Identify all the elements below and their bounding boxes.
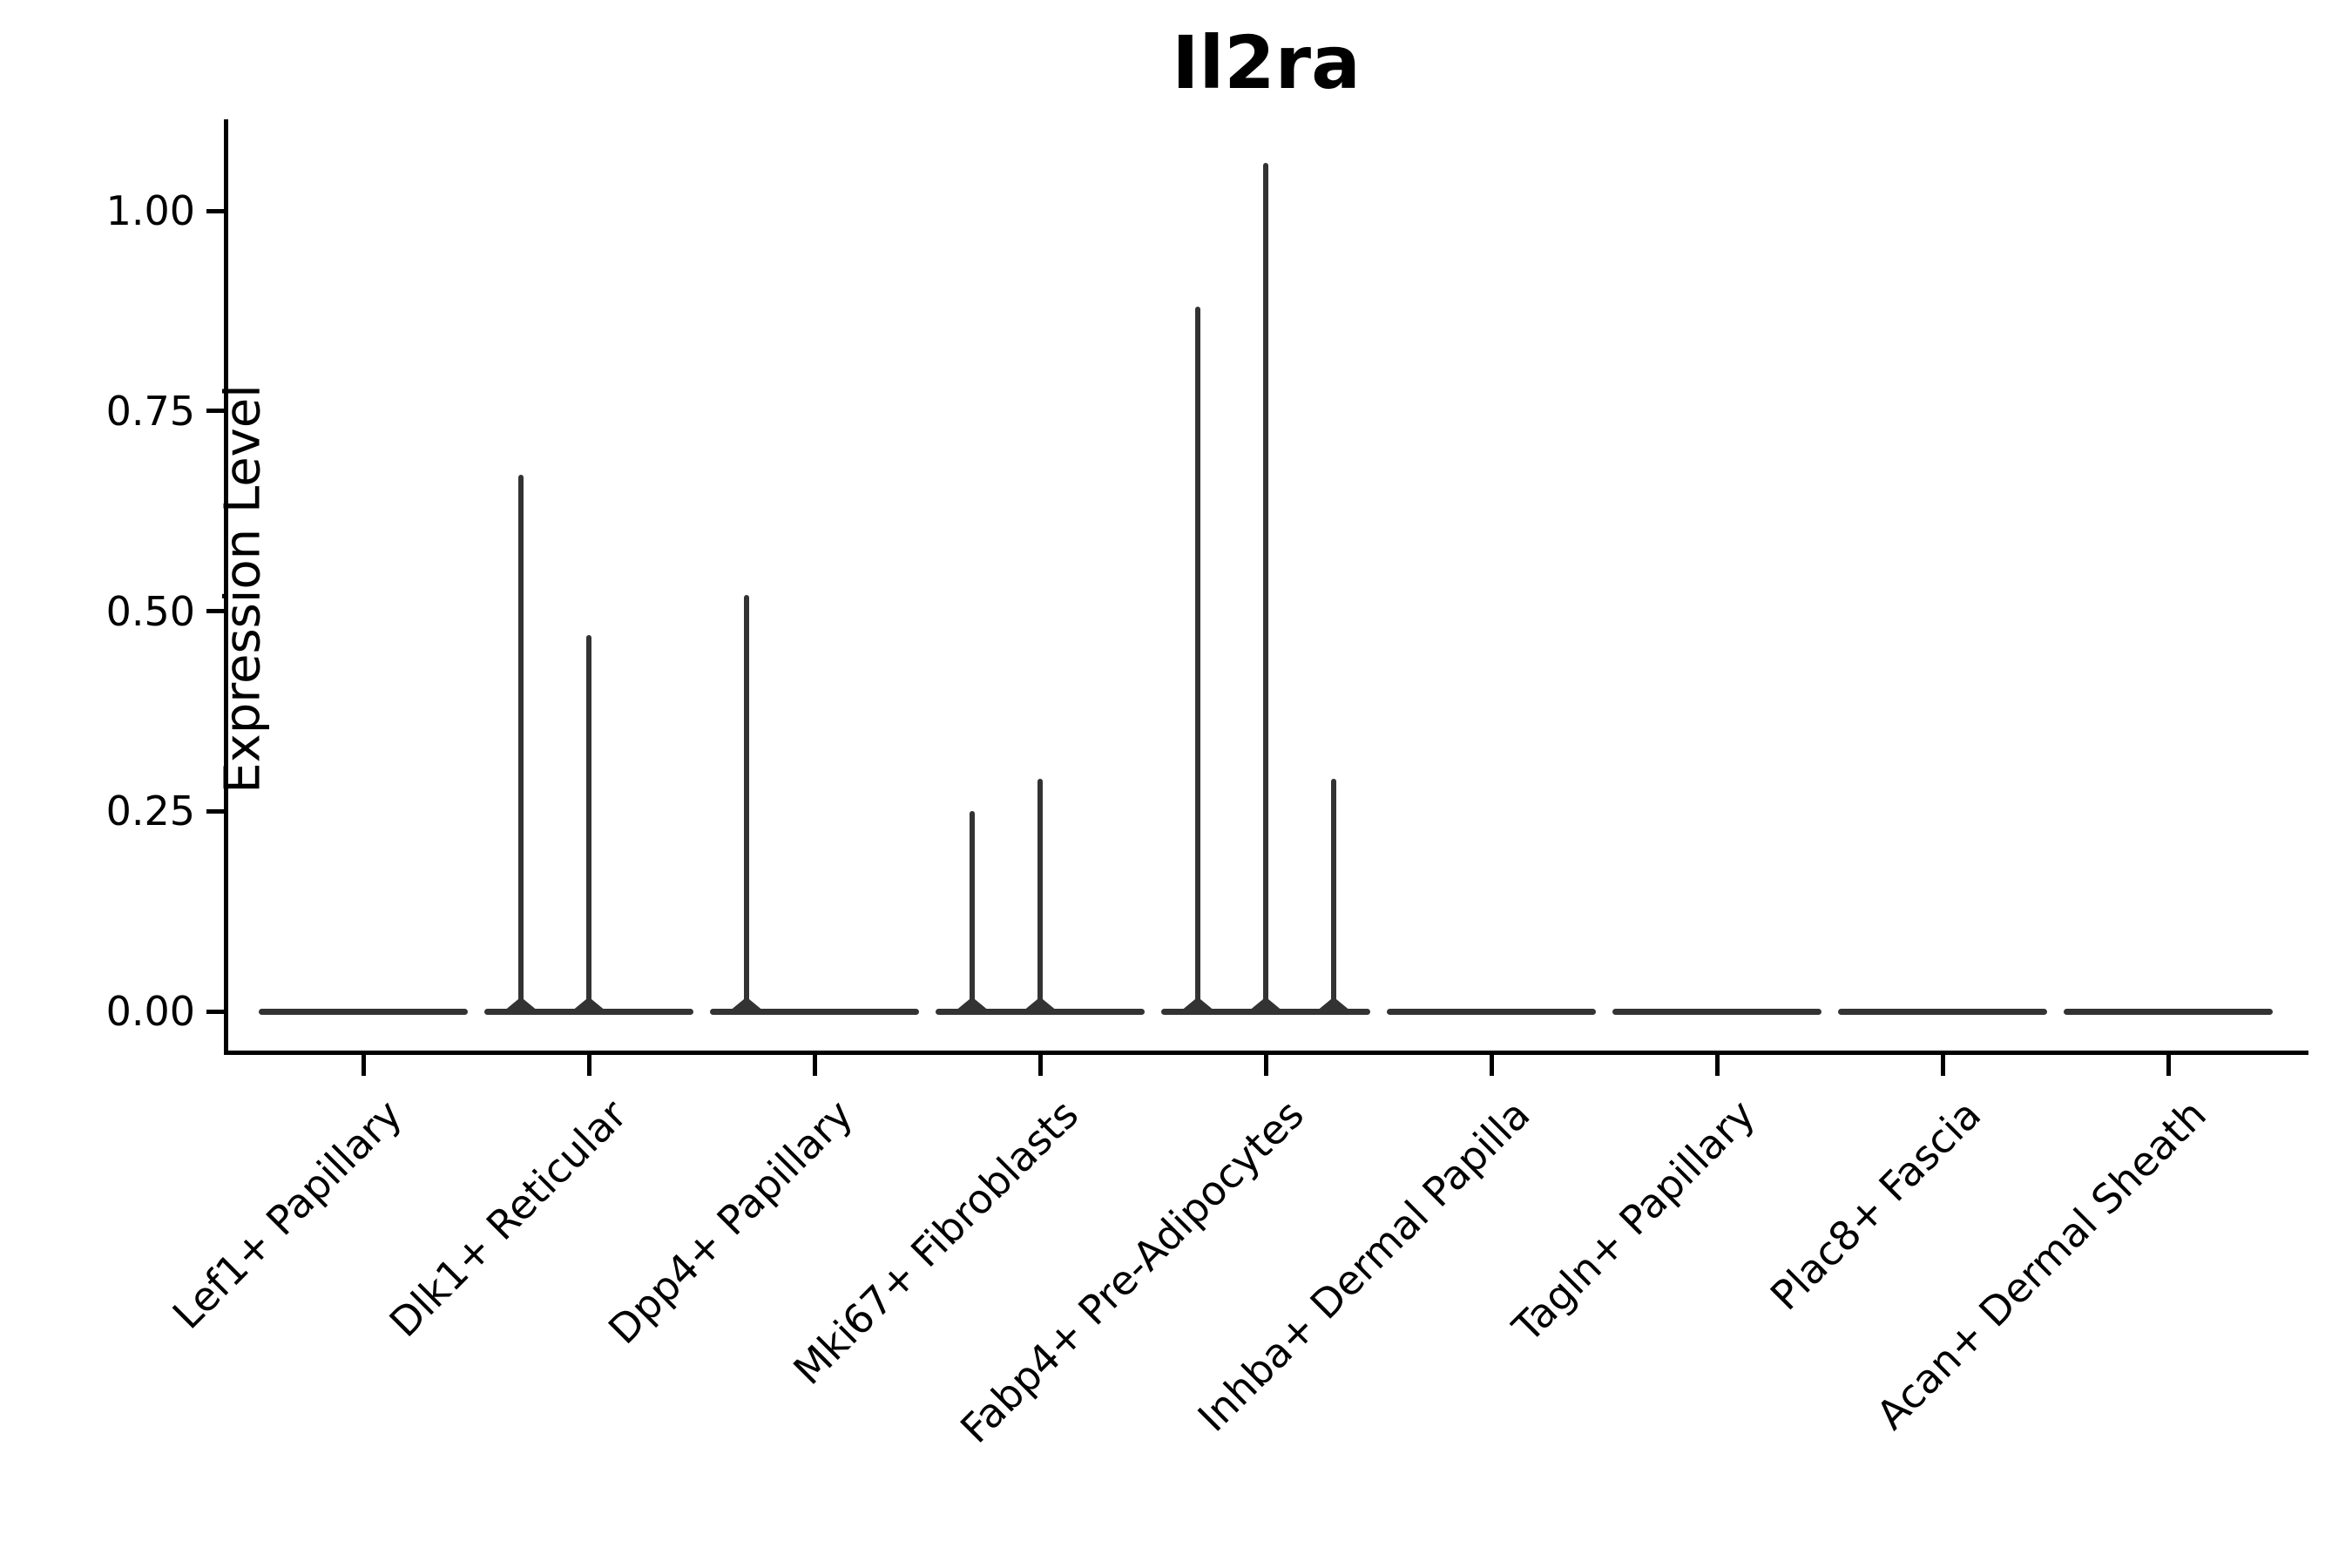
violin-flare — [571, 999, 606, 1011]
violin-flare — [1316, 999, 1351, 1011]
x-tick-label: Lef1+ Papillary — [163, 1091, 411, 1338]
violin-spike — [1331, 779, 1336, 1014]
violin-spike — [518, 475, 524, 1014]
violin-spike — [1263, 162, 1268, 1014]
x-tick — [1263, 1055, 1268, 1076]
violin-baseline — [1387, 1008, 1596, 1015]
y-tick-label: 0.50 — [105, 587, 195, 635]
violin-flare — [729, 999, 764, 1011]
x-tick — [812, 1055, 817, 1076]
x-tick-label: Dlk1+ Reticular — [380, 1091, 637, 1347]
x-tick — [1940, 1055, 1945, 1076]
violin-flare — [1023, 999, 1058, 1011]
violin-baseline — [710, 1008, 919, 1015]
violin-flare — [1248, 999, 1283, 1011]
y-tick — [206, 208, 224, 213]
violin-flare — [1180, 999, 1215, 1011]
x-tick-label: Plac8+ Fascia — [1761, 1091, 1990, 1320]
violin-flare — [504, 999, 538, 1011]
violin-spike — [1195, 307, 1200, 1014]
violin-spike — [586, 635, 591, 1014]
y-tick-label: 0.25 — [105, 787, 195, 835]
y-tick-label: 0.00 — [105, 988, 195, 1035]
y-tick-label: 1.00 — [105, 187, 195, 234]
x-tick-label: Tagln+ Papillary — [1504, 1091, 1765, 1351]
x-axis-spine — [224, 1051, 2308, 1055]
violin-spike — [970, 811, 975, 1014]
x-tick — [1037, 1055, 1043, 1076]
violin-baseline — [2064, 1008, 2273, 1015]
violin-spike — [1037, 779, 1043, 1014]
y-tick-label: 0.75 — [105, 387, 195, 435]
x-tick — [2166, 1055, 2171, 1076]
y-tick — [206, 808, 224, 814]
x-tick — [1489, 1055, 1494, 1076]
y-tick — [206, 409, 224, 414]
violin-baseline — [259, 1008, 468, 1015]
x-tick — [1714, 1055, 1720, 1076]
violin-baseline — [1612, 1008, 1821, 1015]
y-tick — [206, 1009, 224, 1014]
chart-title: Il2ra — [1172, 20, 1361, 105]
violin-baseline — [1838, 1008, 2047, 1015]
y-tick — [206, 609, 224, 613]
x-tick-label: Dpp4+ Papillary — [598, 1091, 862, 1354]
violin-spike — [744, 595, 749, 1014]
y-axis-spine — [224, 119, 228, 1055]
violin-flare — [955, 999, 990, 1011]
x-tick — [586, 1055, 591, 1076]
x-tick — [361, 1055, 366, 1076]
